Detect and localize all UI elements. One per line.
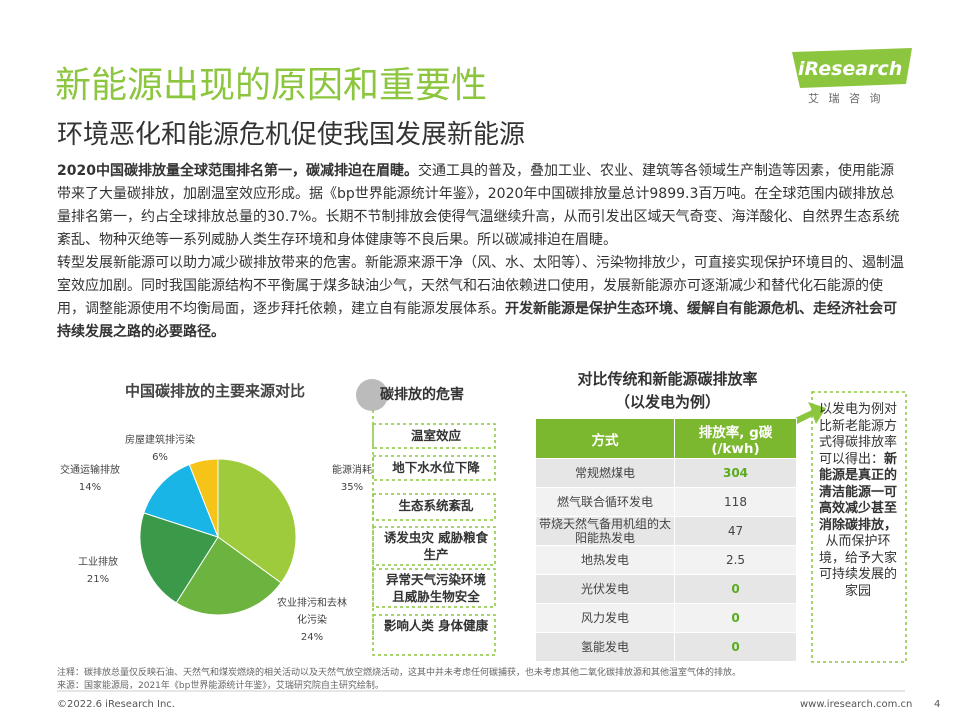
source: 来源：国家能源局，2021年《bp世界能源统计年鉴》，艾瑞研究院自主研究绘制。	[57, 681, 384, 691]
harm-item: 异常天气污染环境 且威胁生物安全	[385, 572, 486, 604]
footnote: 注释：碳排放总量仅反映石油、天然气和煤炭燃烧的相关活动以及天然气放空燃烧活动，这…	[57, 668, 742, 678]
pie-category: 能源消耗	[332, 465, 372, 476]
paragraph: 2020中国碳排放量全球范围排名第一，碳减排迫在眉睫。交通工具的普及，叠加工业、…	[57, 160, 907, 252]
table-row: 光伏发电 0	[535, 574, 797, 604]
text-run: 2020中国碳排放量全球范围排名第一，碳减排迫在眉睫。	[57, 163, 418, 179]
note-run: 从而保护环境，给予大家可持续发展的家园	[818, 534, 897, 599]
harms-title: 碳排放的危害	[380, 387, 464, 403]
row-label: 地热发电	[535, 545, 675, 575]
row-value: 2.5	[674, 545, 797, 575]
table-title: 对比传统和新能源碳排放率 （以发电为例）	[530, 368, 805, 414]
pie-label: 农业排污和去林化污染 24%	[277, 595, 347, 646]
title: 新能源出现的原因和重要性	[55, 65, 488, 106]
harm-boxes	[372, 423, 496, 656]
pie-slice	[188, 458, 219, 538]
row-label: 风力发电	[535, 603, 675, 633]
text-run: 开发新能源是保护生态环境、缓解自有能源危机、走经济社会可持续发展之路的必要路径。	[57, 301, 897, 340]
pie-category: 农业排污和去林化污染	[277, 598, 347, 626]
row-value: 0	[674, 603, 797, 633]
row-label: 常规燃煤电	[535, 458, 675, 488]
harm-box	[372, 568, 496, 608]
pie-value-label: 14%	[78, 482, 102, 493]
pie-category: 工业排放	[78, 557, 118, 568]
table-header: 方式 排放率, g碳 (/kwh)	[535, 418, 797, 459]
table-row: 常规燃煤电 304	[535, 458, 797, 488]
row-value: 0	[674, 632, 797, 662]
row-value: 0	[674, 574, 797, 604]
note: 以发电为例对比新老能源方式得碳排放率可以得出：新能源是真正的清洁能源一可高效减少…	[815, 402, 901, 600]
pie	[139, 458, 297, 616]
text-run: 交通工具的普及，叠加工业、农业、建筑等各领域生产制造等因素，使用能源带来了大量碳…	[57, 163, 900, 248]
row-label: 燃气联合循环发电	[535, 487, 675, 517]
note-run: 新能源是真正的清洁能源一可高效减少甚至消除碳排放，	[818, 451, 898, 533]
pie-value-label: 21%	[86, 574, 110, 585]
pie-value-label: 6%	[152, 452, 168, 463]
subtitle: 环境恶化和能源危机促使我国发展新能源	[57, 120, 526, 150]
pie-slice	[217, 458, 297, 584]
table-row: 氢能发电 0	[535, 632, 797, 662]
table: 方式 排放率, g碳 (/kwh) 常规燃煤电 304 燃气联合循环发电 118 带烧天…	[535, 418, 797, 662]
row-value: 118	[674, 487, 797, 517]
harm-box	[372, 423, 496, 449]
pie-slice	[143, 463, 219, 538]
pie-title: 中国碳排放的主要来源对比	[124, 382, 305, 400]
row-label: 光伏发电	[535, 574, 675, 604]
logo-tagline: 艾 瑞 咨 询	[808, 92, 884, 105]
table-subtitle: （以发电为例）	[614, 393, 720, 411]
pie-label: 工业排放 21%	[68, 554, 128, 588]
body-text: 2020中国碳排放量全球范围排名第一，碳减排迫在眉睫。交通工具的普及，叠加工业、…	[57, 160, 907, 344]
harm-item: 温室效应	[410, 428, 461, 443]
pie-label: 交通运输排放 14%	[50, 462, 130, 496]
harm-item: 生态系统紊乱	[398, 498, 474, 513]
text-run: 转型发展新能源可以助力减少碳排放带来的危害。新能源来源干净（风、水、太阳等）、污…	[57, 255, 904, 317]
harm-box	[372, 526, 496, 566]
logo-shape	[792, 48, 912, 88]
table-row: 地热发电 2.5	[535, 545, 797, 575]
row-label: 带烧天然气备用机组的太阳能热发电	[535, 516, 675, 546]
pie-slice	[175, 536, 282, 616]
row-value: 47	[674, 516, 797, 546]
table-row: 燃气联合循环发电 118	[535, 487, 797, 517]
table-row: 风力发电 0	[535, 603, 797, 633]
harm-box	[372, 493, 496, 521]
pie-category: 交通运输排放	[60, 465, 120, 476]
header-cell: 方式	[535, 418, 675, 459]
table-row: 带烧天然气备用机组的太阳能热发电 47	[535, 516, 797, 546]
pie-value-label: 35%	[340, 482, 364, 493]
header-cell: 排放率, g碳 (/kwh)	[674, 418, 797, 459]
page-number: 4	[934, 699, 941, 710]
harm-item: 诱发虫灾 威胁粮食生产	[383, 530, 489, 562]
row-label: 氢能发电	[535, 632, 675, 662]
pie-label: 房屋建筑排污染 6%	[115, 432, 205, 466]
pie-category: 房屋建筑排污染	[125, 435, 195, 446]
row-value: 304	[674, 458, 797, 488]
harm-item: 影响人类 身体健康	[383, 618, 489, 633]
harm-box	[372, 455, 496, 481]
copyright: ©2022.6 iResearch Inc.	[57, 699, 175, 710]
pie-value-label: 24%	[300, 632, 324, 643]
paragraph: 转型发展新能源可以助力减少碳排放带来的危害。新能源来源干净（风、水、太阳等）、污…	[57, 252, 907, 344]
note-run: 以发电为例对比新老能源方式得碳排放率可以得出：	[818, 402, 897, 467]
harm-box	[372, 614, 496, 656]
website: www.iresearch.com.cn	[800, 699, 913, 710]
pie-label: 能源消耗 35%	[327, 462, 377, 496]
table-title-line: 对比传统和新能源碳排放率	[577, 370, 758, 388]
pie-slice	[139, 512, 219, 604]
harm-item: 地下水水位下降	[392, 460, 480, 475]
logo: iResearch	[798, 58, 903, 80]
note-box	[811, 391, 907, 663]
icon	[356, 379, 388, 411]
